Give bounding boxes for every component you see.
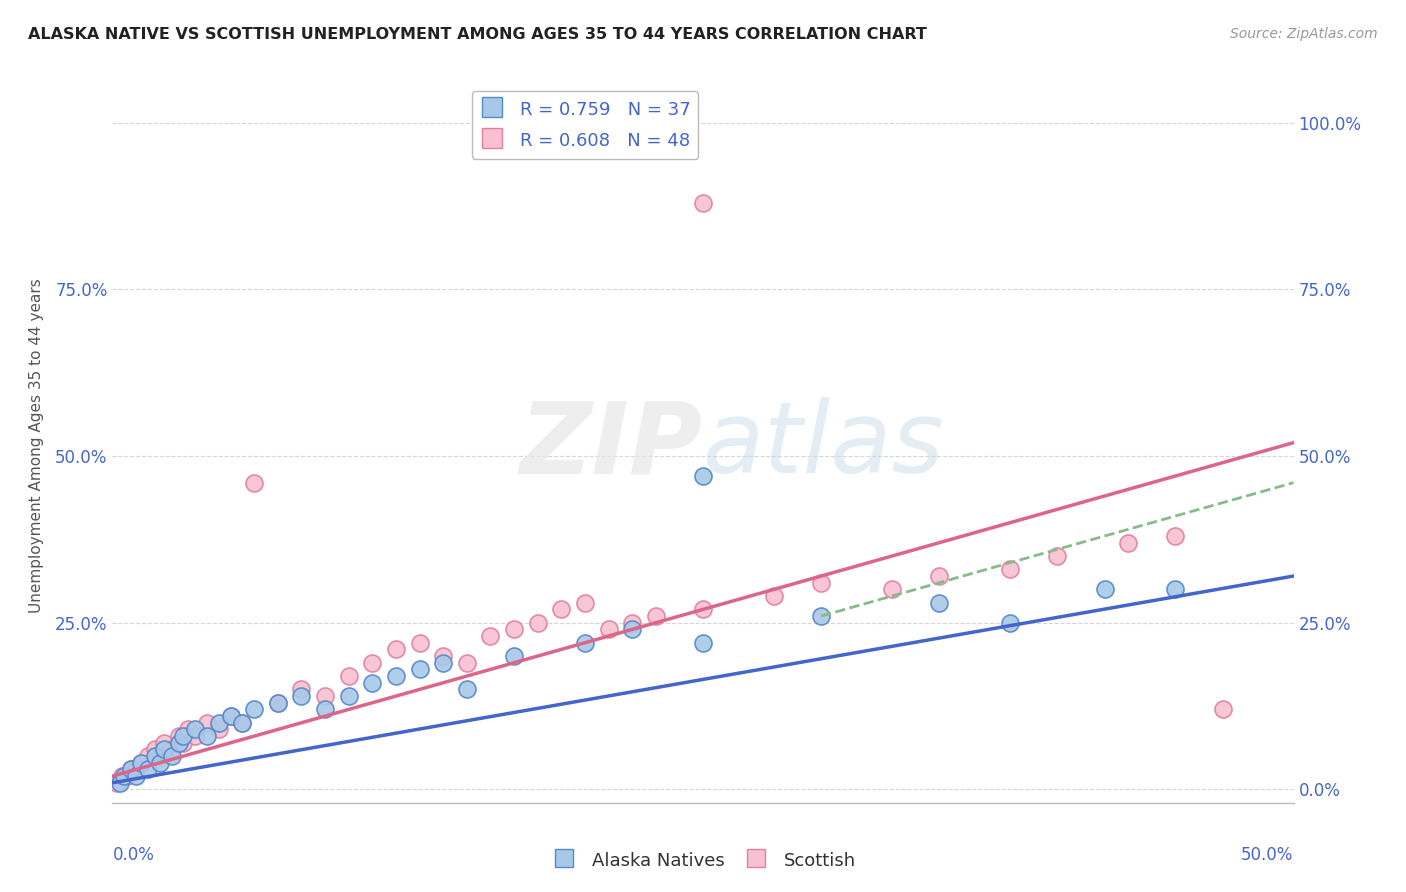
Point: [184, 723, 207, 737]
Point: [598, 623, 620, 637]
Point: [550, 602, 572, 616]
Point: [1164, 582, 1187, 597]
Text: atlas: atlas: [703, 398, 945, 494]
Point: [880, 582, 903, 597]
Point: [692, 636, 714, 650]
Point: [125, 769, 148, 783]
Point: [385, 669, 408, 683]
Point: [153, 736, 176, 750]
Point: [408, 636, 430, 650]
Legend: Alaska Natives, Scottish: Alaska Natives, Scottish: [543, 842, 863, 879]
Point: [762, 589, 785, 603]
Point: [167, 729, 190, 743]
Point: [456, 656, 478, 670]
Point: [195, 729, 218, 743]
Text: 50.0%: 50.0%: [1241, 846, 1294, 863]
Point: [149, 756, 172, 770]
Point: [136, 763, 159, 777]
Text: ALASKA NATIVE VS SCOTTISH UNEMPLOYMENT AMONG AGES 35 TO 44 YEARS CORRELATION CHA: ALASKA NATIVE VS SCOTTISH UNEMPLOYMENT A…: [28, 27, 927, 42]
Point: [1212, 702, 1234, 716]
Point: [692, 602, 714, 616]
Point: [219, 709, 242, 723]
Point: [644, 609, 666, 624]
Point: [160, 749, 183, 764]
Legend: R = 0.759   N = 37, R = 0.608   N = 48: R = 0.759 N = 37, R = 0.608 N = 48: [471, 91, 699, 159]
Point: [153, 742, 176, 756]
Point: [143, 749, 166, 764]
Point: [1164, 529, 1187, 543]
Point: [149, 749, 172, 764]
Point: [314, 689, 336, 703]
Point: [267, 696, 290, 710]
Point: [290, 689, 312, 703]
Point: [184, 729, 207, 743]
Point: [692, 195, 714, 210]
Point: [129, 756, 152, 770]
Point: [1094, 582, 1116, 597]
Point: [526, 615, 548, 630]
Point: [195, 715, 218, 730]
Point: [503, 649, 526, 664]
Point: [1116, 535, 1139, 549]
Point: [503, 623, 526, 637]
Point: [208, 715, 231, 730]
Point: [432, 656, 454, 670]
Point: [998, 562, 1021, 576]
Point: [361, 656, 384, 670]
Point: [621, 615, 644, 630]
Point: [621, 623, 644, 637]
Point: [928, 569, 950, 583]
Point: [692, 469, 714, 483]
Point: [120, 763, 142, 777]
Point: [810, 575, 832, 590]
Point: [115, 769, 138, 783]
Point: [108, 776, 131, 790]
Point: [432, 649, 454, 664]
Point: [290, 682, 312, 697]
Point: [574, 636, 596, 650]
Point: [408, 662, 430, 676]
Point: [337, 669, 360, 683]
Point: [337, 689, 360, 703]
Point: [243, 702, 266, 716]
Point: [810, 609, 832, 624]
Point: [172, 736, 194, 750]
Point: [243, 475, 266, 490]
Point: [1046, 549, 1069, 563]
Text: ZIP: ZIP: [520, 398, 703, 494]
Point: [111, 769, 134, 783]
Point: [928, 596, 950, 610]
Point: [231, 715, 253, 730]
Point: [314, 702, 336, 716]
Point: [219, 709, 242, 723]
Point: [361, 675, 384, 690]
Point: [143, 742, 166, 756]
Point: [120, 763, 142, 777]
Point: [160, 742, 183, 756]
Point: [231, 715, 253, 730]
Point: [208, 723, 231, 737]
Y-axis label: Unemployment Among Ages 35 to 44 years: Unemployment Among Ages 35 to 44 years: [30, 278, 44, 614]
Point: [105, 776, 128, 790]
Point: [479, 629, 502, 643]
Point: [125, 763, 148, 777]
Text: Source: ZipAtlas.com: Source: ZipAtlas.com: [1230, 27, 1378, 41]
Point: [129, 756, 152, 770]
Point: [177, 723, 200, 737]
Point: [172, 729, 194, 743]
Point: [136, 749, 159, 764]
Point: [267, 696, 290, 710]
Point: [112, 769, 135, 783]
Point: [574, 596, 596, 610]
Text: 0.0%: 0.0%: [112, 846, 155, 863]
Point: [998, 615, 1021, 630]
Point: [385, 642, 408, 657]
Point: [456, 682, 478, 697]
Point: [167, 736, 190, 750]
